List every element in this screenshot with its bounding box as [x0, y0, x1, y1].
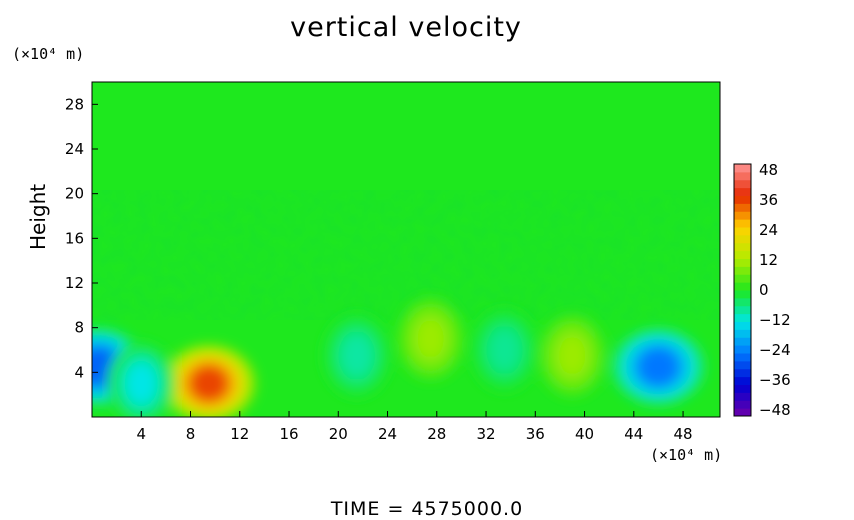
contour-feature: [470, 308, 539, 392]
x-tick-label: 16: [279, 425, 298, 443]
colorbar-band: [734, 408, 751, 417]
colorbar-band: [734, 234, 751, 244]
time-label: TIME = 4575000.0: [330, 498, 524, 520]
x-tick-label: 24: [378, 425, 397, 443]
x-tick-label: 40: [575, 425, 594, 443]
colorbar-band: [734, 266, 751, 275]
y-tick-label: 8: [74, 319, 84, 337]
colorbar-band: [734, 297, 751, 307]
x-axis-unit: (×10⁴ m): [650, 446, 723, 464]
colorbar-tick-label: 48: [759, 161, 778, 179]
colorbar-band: [734, 250, 751, 259]
colorbar-band: [734, 345, 751, 354]
contour-feature: [396, 297, 465, 381]
x-tick-label: 48: [674, 425, 693, 443]
colorbar-band: [734, 305, 751, 315]
x-tick-label: 20: [329, 425, 348, 443]
contour-feature: [107, 341, 176, 417]
x-tick-label: 12: [230, 425, 249, 443]
colorbar-tick-label: 12: [759, 251, 778, 269]
colorbar-band: [734, 384, 751, 393]
contour-level: [127, 364, 155, 403]
colorbar-band: [734, 211, 751, 220]
colorbar-band: [734, 392, 751, 401]
y-tick-label: 12: [65, 274, 84, 292]
y-tick-label: 28: [65, 95, 84, 113]
y-tick-label: 24: [65, 140, 84, 158]
colorbar-tick-label: 24: [759, 221, 778, 239]
colorbar-band: [734, 219, 751, 228]
contour-feature: [610, 327, 706, 407]
plot-frame: [91, 81, 721, 418]
colorbar-band: [734, 329, 751, 338]
colorbar-band: [734, 360, 751, 370]
chart-title: vertical velocity: [290, 12, 522, 43]
contour-level: [343, 336, 371, 375]
contour-feature: [538, 314, 607, 398]
colorbar-frame: [733, 163, 752, 417]
y-tick-label: 16: [65, 229, 84, 247]
colorbar-band: [734, 179, 751, 189]
colorbar-band: [734, 290, 751, 299]
colorbar-tick-label: −12: [759, 311, 791, 329]
colorbar-tick-label: −24: [759, 341, 791, 359]
colorbar-band: [734, 195, 751, 204]
colorbar-band: [734, 203, 751, 212]
x-tick-label: 44: [624, 425, 643, 443]
colorbar-band: [734, 321, 751, 330]
y-tick-label: 4: [74, 363, 84, 381]
colorbar-band: [734, 353, 751, 362]
colorbar-band: [734, 187, 751, 196]
x-tick-label: 4: [136, 425, 146, 443]
colorbar-band: [734, 337, 751, 346]
contour-level: [490, 331, 519, 369]
colorbar-tick-label: 0: [759, 281, 769, 299]
colorbar-band: [734, 282, 751, 291]
colorbar-band: [734, 400, 751, 409]
colorbar-band: [734, 376, 751, 385]
colorbar-band: [734, 227, 751, 236]
colorbar-tick-label: −48: [759, 401, 791, 419]
colorbar-band: [734, 258, 751, 267]
colorbar-band: [734, 274, 751, 283]
x-tick-label: 8: [186, 425, 196, 443]
colorbar-tick-label: −36: [759, 371, 791, 389]
colorbar-band: [734, 171, 751, 181]
y-tick-label: 20: [65, 185, 84, 203]
x-tick-label: 28: [427, 425, 446, 443]
colorbar-band: [734, 313, 751, 322]
contour-level: [639, 348, 678, 385]
contour-level: [189, 365, 229, 402]
y-axis-unit: (×10⁴ m): [12, 45, 85, 63]
x-tick-label: 36: [526, 425, 545, 443]
colorbar-band: [734, 164, 751, 173]
x-tick-label: 32: [476, 425, 495, 443]
colorbar-tick-label: 36: [759, 191, 778, 209]
contour-feature: [161, 343, 257, 417]
contour-level: [416, 319, 445, 358]
colorbar-band: [734, 242, 751, 252]
contour-feature: [322, 314, 391, 398]
noise-texture: [92, 190, 720, 320]
contour-level: [558, 336, 586, 375]
colorbar-band: [734, 368, 751, 378]
